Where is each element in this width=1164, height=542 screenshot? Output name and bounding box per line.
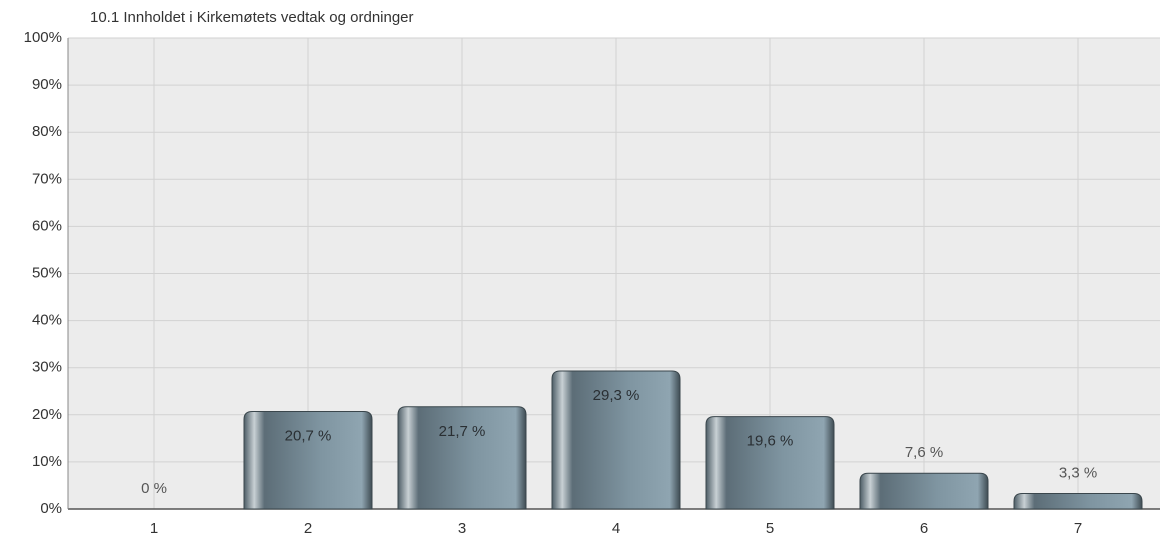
data-label: 21,7 % (439, 423, 486, 440)
y-tick-label: 100% (24, 29, 62, 46)
data-label: 19,6 % (747, 433, 794, 450)
y-tick-label: 20% (32, 406, 62, 423)
x-tick-label: 1 (150, 520, 158, 537)
y-tick-label: 60% (32, 217, 62, 234)
y-tick-label: 0% (40, 500, 62, 517)
data-label: 0 % (141, 480, 167, 497)
data-label: 3,3 % (1059, 464, 1097, 481)
data-label: 7,6 % (905, 444, 943, 461)
y-tick-label: 10% (32, 453, 62, 470)
x-tick-label: 6 (920, 520, 928, 537)
x-tick-label: 5 (766, 520, 774, 537)
data-label: 20,7 % (285, 427, 332, 444)
chart-title: 10.1 Innholdet i Kirkemøtets vedtak og o… (90, 9, 414, 26)
y-tick-label: 80% (32, 123, 62, 140)
x-tick-label: 3 (458, 520, 466, 537)
x-tick-label: 2 (304, 520, 312, 537)
y-tick-label: 90% (32, 76, 62, 93)
bar (705, 416, 835, 510)
y-tick-label: 50% (32, 264, 62, 281)
y-tick-label: 30% (32, 359, 62, 376)
bar (551, 370, 681, 510)
bar (859, 472, 989, 510)
y-tick-label: 40% (32, 312, 62, 329)
y-tick-label: 70% (32, 170, 62, 187)
x-tick-label: 7 (1074, 520, 1082, 537)
bar (1013, 492, 1143, 510)
x-tick-label: 4 (612, 520, 620, 537)
bar (397, 406, 527, 510)
data-label: 29,3 % (593, 387, 640, 404)
bar (243, 411, 373, 510)
